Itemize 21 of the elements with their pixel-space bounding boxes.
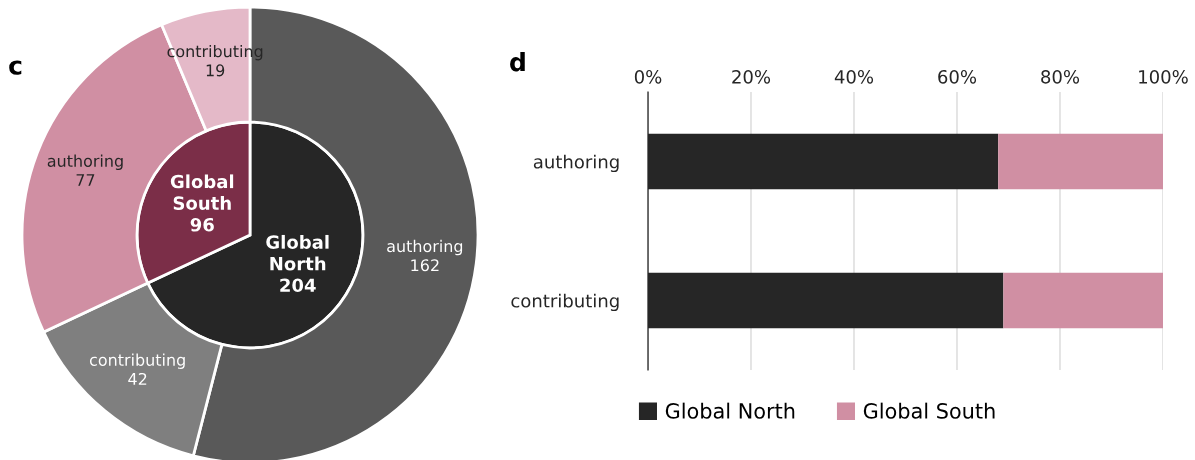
data-label: authoring 77 [47,154,123,186]
bar [1003,272,1163,329]
chart-title: d [510,52,525,72]
data-label: Global North 204 [266,234,329,293]
legend-label: Global South [863,402,995,419]
bar [998,133,1163,190]
bar [648,272,1004,329]
y-tick-label: authoring [533,154,619,173]
x-tick-label: 0% [634,69,662,84]
x-tick-label: 100% [1139,69,1188,84]
text: c [9,60,22,75]
x-tick-label: 80% [1041,69,1080,84]
data-label: contributing 42 [89,353,185,385]
x-tick-label: 40% [834,69,874,84]
y-tick-label: contributing [511,293,619,312]
x-tick-label: 60% [938,69,977,84]
bar [648,133,999,190]
legend-label: Global North [665,402,795,419]
data-label: Global South 96 [170,174,234,232]
x-tick-label: 20% [732,69,771,84]
data-label: authoring 162 [387,239,463,272]
